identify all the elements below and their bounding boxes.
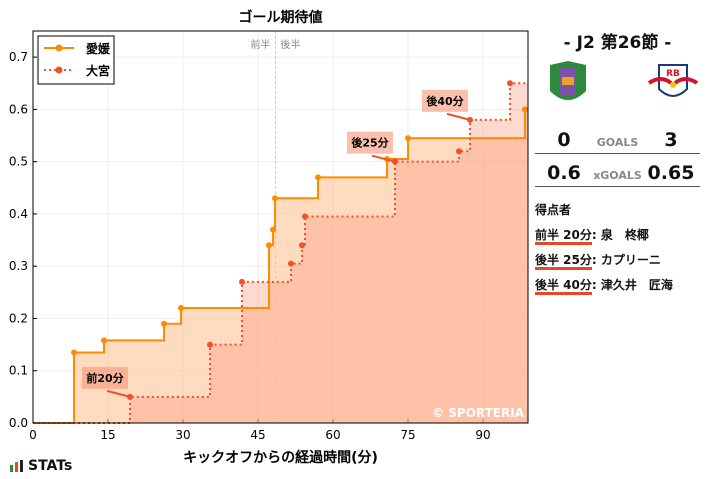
annotation-label: 前20分 bbox=[86, 371, 123, 385]
scorer-time: 後半 40分 bbox=[535, 278, 592, 295]
annotation-box bbox=[347, 131, 393, 154]
x-axis-label: キックオフからの経過時間(分) bbox=[183, 449, 378, 466]
legend-marker bbox=[55, 44, 63, 52]
annotation-label: 後40分 bbox=[426, 94, 463, 108]
x-tick-label: 60 bbox=[325, 428, 340, 442]
data-point bbox=[299, 242, 305, 249]
scorer-item: 後半 40分: 津久井 匠海 bbox=[535, 276, 700, 295]
x-tick-label: 75 bbox=[400, 428, 415, 442]
brand-text: STATs bbox=[28, 458, 73, 474]
legend-label: 大宮 bbox=[86, 63, 110, 78]
xg-row: 0.6 xGOALS 0.65 bbox=[535, 162, 700, 187]
y-tick-label: 0.1 bbox=[9, 364, 28, 378]
data-point bbox=[270, 226, 276, 233]
series-area bbox=[33, 109, 528, 424]
x-tick-label: 30 bbox=[175, 428, 190, 442]
second-half-label: 後半 bbox=[281, 38, 301, 51]
annotation-arrow bbox=[446, 112, 471, 121]
home-goals: 0 bbox=[557, 129, 571, 151]
scorer-name: 津久井 匠海 bbox=[600, 278, 673, 292]
x-tick-label: 90 bbox=[475, 428, 490, 442]
x-tick-label: 45 bbox=[250, 428, 265, 442]
watermark: © SPORTERIA bbox=[432, 406, 525, 420]
scorer-item: 後半 25分: カプリーニ bbox=[535, 251, 700, 270]
xg-label: xGOALS bbox=[593, 169, 642, 182]
ehime-logo bbox=[550, 61, 586, 100]
match-panel: - J2 第26節 - RB 0 GOALS 3 0.6 xGOALS 0.65 得点者… bbox=[535, 28, 700, 301]
data-point bbox=[288, 260, 294, 267]
data-point bbox=[456, 148, 462, 155]
data-point bbox=[507, 80, 513, 87]
y-tick-label: 0.7 bbox=[9, 50, 28, 64]
data-point bbox=[315, 174, 321, 181]
y-tick-label: 0.3 bbox=[9, 259, 28, 273]
data-point bbox=[207, 341, 213, 348]
data-point bbox=[272, 195, 278, 202]
goals-label: GOALS bbox=[596, 136, 639, 149]
legend-box bbox=[37, 35, 115, 85]
data-point bbox=[266, 242, 272, 249]
series-area bbox=[33, 83, 528, 424]
x-tick-label: 15 bbox=[100, 428, 115, 442]
scorer-name: カプリーニ bbox=[600, 253, 661, 267]
plot-frame bbox=[32, 30, 529, 424]
annotation-box bbox=[82, 366, 128, 389]
annotation-box bbox=[422, 89, 468, 112]
scorers-list: 得点者 前半 20分: 泉 柊椰 後半 25分: カプリーニ 後半 40分: 津… bbox=[535, 201, 700, 295]
omiya-logo: RB bbox=[647, 64, 699, 97]
bar-logo-icon bbox=[10, 460, 23, 472]
annotation-label: 後25分 bbox=[351, 136, 388, 150]
scorer-time: 後半 25分 bbox=[535, 253, 592, 270]
y-tick-label: 0.5 bbox=[9, 155, 28, 169]
svg-text:RB: RB bbox=[666, 69, 680, 79]
data-point bbox=[522, 106, 528, 113]
data-point bbox=[302, 213, 308, 220]
annotation-arrow bbox=[106, 389, 131, 398]
away-xg: 0.65 bbox=[647, 162, 695, 184]
x-tick-label: 0 bbox=[29, 428, 37, 442]
stats-logo: STATs bbox=[10, 458, 72, 474]
data-point bbox=[71, 349, 77, 356]
scorers-title: 得点者 bbox=[535, 203, 572, 217]
data-point bbox=[405, 135, 411, 142]
first-half-label: 前半 bbox=[251, 38, 271, 51]
legend-label: 愛媛 bbox=[86, 41, 111, 56]
home-xg: 0.6 bbox=[547, 162, 581, 184]
y-tick-label: 0.4 bbox=[9, 207, 28, 221]
legend-marker bbox=[55, 66, 63, 74]
data-point bbox=[178, 305, 184, 312]
y-tick-label: 0.2 bbox=[9, 311, 28, 325]
data-point bbox=[239, 278, 245, 285]
data-point bbox=[161, 320, 167, 327]
y-tick-label: 0.0 bbox=[9, 416, 28, 430]
y-tick-label: 0.6 bbox=[9, 102, 28, 116]
data-point bbox=[101, 337, 107, 344]
away-goals: 3 bbox=[664, 129, 678, 151]
scorer-name: 泉 柊椰 bbox=[600, 228, 649, 242]
annotation-arrow bbox=[371, 154, 396, 163]
chart-title: ゴール期待値 bbox=[239, 9, 323, 26]
goals-row: 0 GOALS 3 bbox=[535, 129, 700, 154]
round-title: - J2 第26節 - bbox=[563, 33, 672, 53]
scorer-time: 前半 20分 bbox=[535, 228, 592, 245]
scorer-item: 前半 20分: 泉 柊椰 bbox=[535, 226, 700, 245]
